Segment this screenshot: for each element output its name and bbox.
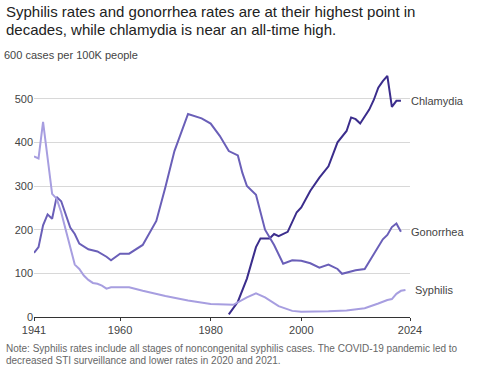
svg-text:300: 300 xyxy=(15,180,33,192)
html-text:Note: Syphilis rates include a: Note: Syphilis rates include all stages … xyxy=(6,343,458,366)
html-text:Syphilis rates and gonorrhea r: Syphilis rates and gonorrhea rates are a… xyxy=(6,3,416,38)
svg-text:2000: 2000 xyxy=(289,324,313,336)
svg-text:1941: 1941 xyxy=(22,324,46,336)
svg-text:Chlamydia: Chlamydia xyxy=(411,95,464,107)
svg-text:Syphilis: Syphilis xyxy=(415,284,453,296)
svg-text:1980: 1980 xyxy=(198,324,222,336)
svg-text:200: 200 xyxy=(15,224,33,236)
svg-text:Gonorrhea: Gonorrhea xyxy=(411,226,464,238)
svg-text:2024: 2024 xyxy=(398,324,422,336)
svg-text:1960: 1960 xyxy=(108,324,132,336)
svg-text:500: 500 xyxy=(15,93,33,105)
svg-text:100: 100 xyxy=(15,267,33,279)
svg-text:400: 400 xyxy=(15,136,33,148)
svg-text:0: 0 xyxy=(27,311,33,323)
svg-text:600 cases per 100K people: 600 cases per 100K people xyxy=(4,49,138,61)
